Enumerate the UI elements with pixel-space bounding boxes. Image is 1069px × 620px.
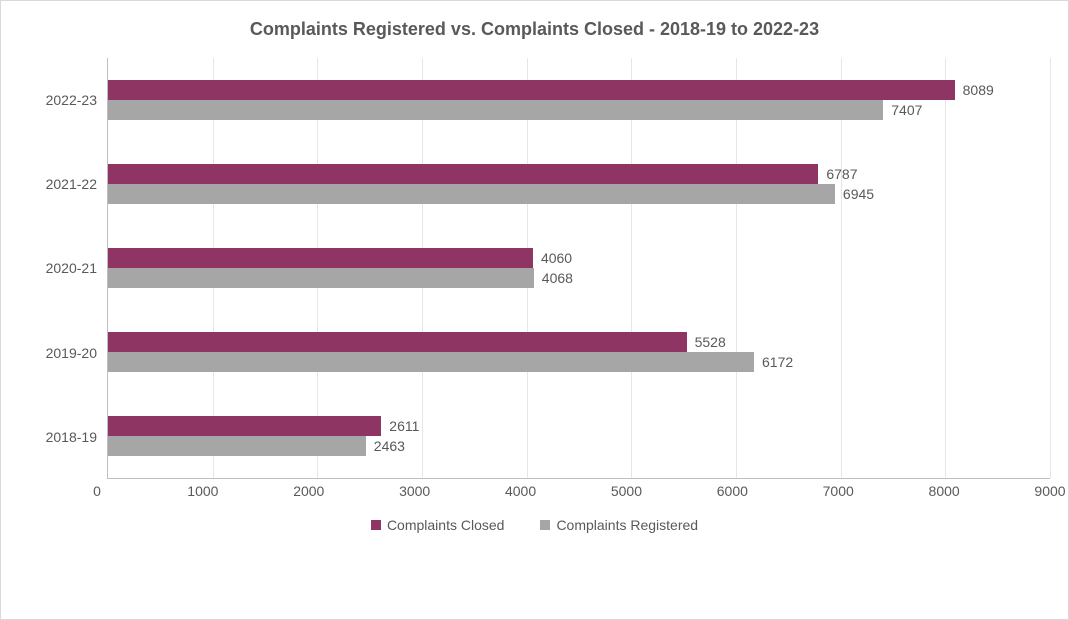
bar-row: 6172 <box>108 352 1050 372</box>
x-tick-label: 3000 <box>399 483 430 499</box>
x-tick-label: 7000 <box>823 483 854 499</box>
legend-swatch <box>371 520 381 530</box>
x-tick-label: 6000 <box>717 483 748 499</box>
bar-row: 2611 <box>108 416 1050 436</box>
x-axis: 0100020003000400050006000700080009000 <box>19 479 1050 503</box>
bar <box>108 416 381 436</box>
bar-value-label: 6945 <box>843 186 874 202</box>
bar-row: 2463 <box>108 436 1050 456</box>
bar-groups: 8089 7407 6787 6945 4060 4068 5528 6172 2611 2463 <box>108 58 1050 478</box>
bar <box>108 80 955 100</box>
legend-label: Complaints Closed <box>387 517 505 533</box>
bar <box>108 436 366 456</box>
x-tick-label: 9000 <box>1034 483 1065 499</box>
legend-item: Complaints Closed <box>371 517 505 533</box>
bar-value-label: 6172 <box>762 354 793 370</box>
legend-label: Complaints Registered <box>556 517 698 533</box>
bar-group: 2611 2463 <box>108 416 1050 456</box>
y-axis: 2022-23 2021-22 2020-21 2019-20 2018-19 <box>19 58 107 479</box>
bar-group: 8089 7407 <box>108 80 1050 120</box>
bar-group: 4060 4068 <box>108 248 1050 288</box>
legend: Complaints Closed Complaints Registered <box>19 517 1050 533</box>
plot-wrap: 2022-23 2021-22 2020-21 2019-20 2018-19 8089… <box>19 58 1050 479</box>
bar-row: 5528 <box>108 332 1050 352</box>
chart-title: Complaints Registered vs. Complaints Clo… <box>19 19 1050 40</box>
bar-value-label: 5528 <box>695 334 726 350</box>
bar <box>108 100 883 120</box>
bar-value-label: 2463 <box>374 438 405 454</box>
bar-value-label: 4068 <box>542 270 573 286</box>
y-tick-label: 2021-22 <box>46 177 97 191</box>
bar-value-label: 6787 <box>826 166 857 182</box>
bar-row: 6787 <box>108 164 1050 184</box>
bar <box>108 268 534 288</box>
legend-swatch <box>540 520 550 530</box>
bar <box>108 248 533 268</box>
x-tick-label: 1000 <box>187 483 218 499</box>
y-tick-label: 2022-23 <box>46 93 97 107</box>
bar-row: 8089 <box>108 80 1050 100</box>
x-tick-label: 2000 <box>293 483 324 499</box>
x-tick-label: 8000 <box>929 483 960 499</box>
bar <box>108 352 754 372</box>
bar-row: 4068 <box>108 268 1050 288</box>
bar-value-label: 4060 <box>541 250 572 266</box>
bar-value-label: 8089 <box>963 82 994 98</box>
plot-area: 8089 7407 6787 6945 4060 4068 5528 6172 2611 2463 <box>107 58 1050 479</box>
bar <box>108 184 835 204</box>
bar <box>108 332 687 352</box>
bar-row: 4060 <box>108 248 1050 268</box>
bar <box>108 164 818 184</box>
bar-group: 6787 6945 <box>108 164 1050 204</box>
gridline <box>1050 58 1051 478</box>
bar-value-label: 2611 <box>389 418 419 434</box>
x-axis-inner: 0100020003000400050006000700080009000 <box>97 479 1050 503</box>
bar-row: 7407 <box>108 100 1050 120</box>
x-tick-label: 5000 <box>611 483 642 499</box>
y-tick-label: 2020-21 <box>46 261 97 275</box>
bar-value-label: 7407 <box>891 102 922 118</box>
y-tick-label: 2019-20 <box>46 346 97 360</box>
bar-row: 6945 <box>108 184 1050 204</box>
chart-container: Complaints Registered vs. Complaints Clo… <box>0 0 1069 620</box>
legend-item: Complaints Registered <box>540 517 698 533</box>
y-tick-label: 2018-19 <box>46 430 97 444</box>
x-axis-spacer <box>19 479 97 503</box>
bar-group: 5528 6172 <box>108 332 1050 372</box>
x-tick-label: 4000 <box>505 483 536 499</box>
x-tick-label: 0 <box>93 483 101 499</box>
